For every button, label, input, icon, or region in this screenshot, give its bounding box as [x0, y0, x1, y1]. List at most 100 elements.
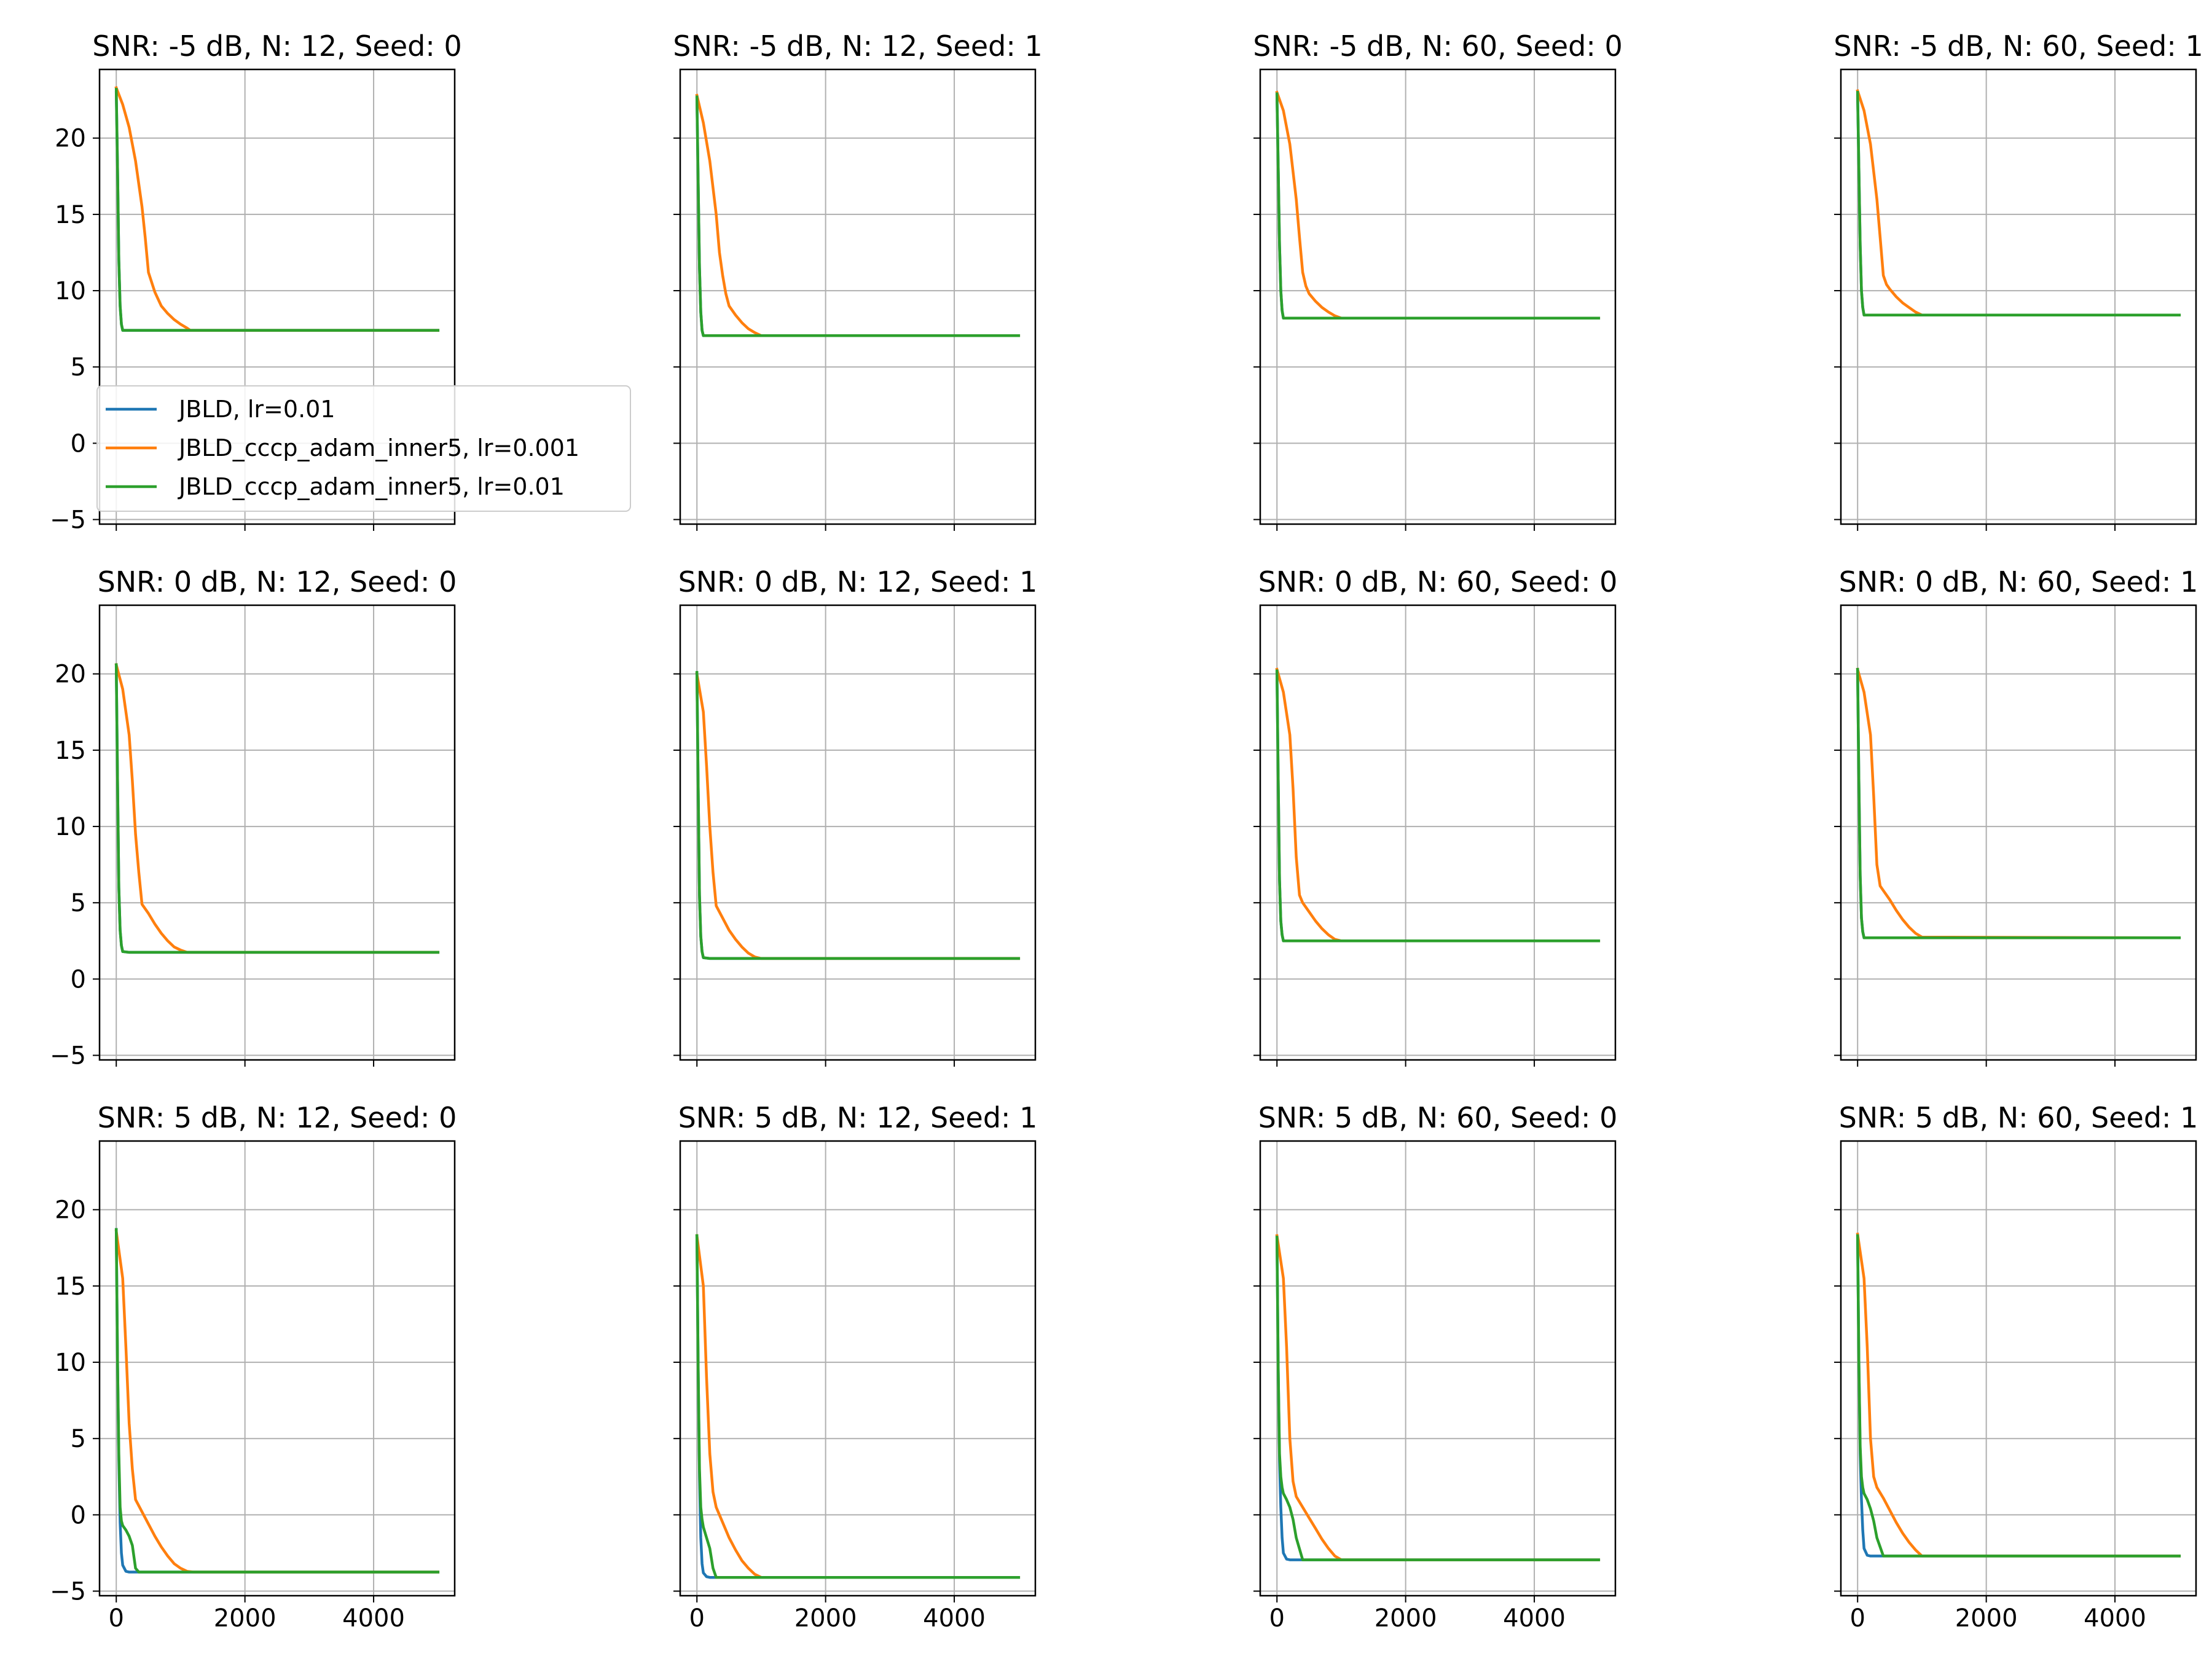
subplot-title: SNR: 5 dB, N: 60, Seed: 1	[1839, 1101, 2198, 1134]
axes-frame	[98, 1140, 456, 1597]
legend-label-1: JBLD, lr=0.01	[178, 396, 335, 423]
series-line-2	[114, 663, 440, 954]
x-tick-label: 4000	[923, 1604, 986, 1633]
subplot-title: SNR: 5 dB, N: 60, Seed: 0	[1258, 1101, 1618, 1134]
axes-frame	[1259, 604, 1617, 1061]
x-tick-label: 0	[108, 1604, 124, 1633]
y-tick-label: 0	[71, 429, 86, 458]
series-line-2	[114, 1229, 440, 1574]
subplot-5: −5 0 5 10 15 20 SNR: 0 dB, N: 12, Seed: 0	[50, 565, 457, 1070]
axes-frame	[98, 68, 456, 525]
axes-frame	[679, 1140, 1037, 1597]
series-line-3	[1856, 668, 2181, 939]
y-tick-label: 0	[71, 965, 86, 994]
series-line-2	[695, 1234, 1021, 1579]
y-tick-label: −5	[50, 1578, 86, 1606]
axes-frame	[1840, 68, 2197, 525]
series-group	[1275, 667, 1601, 943]
subplot-6: SNR: 0 dB, N: 12, Seed: 1	[673, 565, 1037, 1067]
plot-area	[680, 605, 1035, 1060]
plot-area	[680, 1141, 1035, 1596]
series-group	[1275, 90, 1601, 320]
y-tick-label: 10	[55, 813, 86, 841]
y-tick-label: 20	[55, 1196, 86, 1225]
y-tick-label: −5	[50, 1042, 86, 1070]
axes-frame	[1840, 1140, 2197, 1597]
subplot-title: SNR: 0 dB, N: 12, Seed: 0	[98, 565, 457, 598]
series-line-2	[1856, 667, 2181, 939]
subplot-title: SNR: 5 dB, N: 12, Seed: 0	[98, 1101, 457, 1134]
y-tick-label: 10	[55, 1349, 86, 1377]
axes-frame	[1259, 68, 1617, 525]
plot-area	[1260, 69, 1615, 524]
series-line-3	[114, 88, 440, 332]
series-line-3	[695, 671, 1021, 960]
x-tick-label: 0	[1849, 1604, 1865, 1633]
series-group	[1856, 88, 2181, 317]
series-line-2	[1275, 90, 1601, 320]
y-tick-label: 5	[71, 889, 86, 917]
x-tick-label: 2000	[1375, 1604, 1437, 1633]
y-tick-label: 0	[71, 1501, 86, 1529]
axes-frame	[1259, 1140, 1617, 1597]
y-tick-label: −5	[50, 506, 86, 535]
subplot-title: SNR: 0 dB, N: 12, Seed: 1	[678, 565, 1038, 598]
subplot-title: SNR: 5 dB, N: 12, Seed: 1	[678, 1101, 1038, 1134]
y-tick-label: 15	[55, 737, 86, 765]
axes-frame	[679, 604, 1037, 1061]
x-tick-label: 4000	[1503, 1604, 1566, 1633]
y-tick-label: 15	[55, 1273, 86, 1301]
series-line-3	[695, 95, 1021, 337]
series-group	[114, 1228, 440, 1574]
legend: JBLD, lr=0.01 JBLD_cccp_adam_inner5, lr=0…	[96, 385, 631, 512]
plot-area	[1260, 1141, 1615, 1596]
subplot-12: 0 2000 4000 SNR: 5 dB, N: 60, Seed: 1	[1834, 1101, 2198, 1633]
series-group	[1856, 667, 2181, 939]
series-line-2	[1275, 1234, 1601, 1561]
series-line-2	[1856, 1232, 2181, 1558]
y-tick-label: 20	[55, 125, 86, 153]
subplot-title: SNR: -5 dB, N: 60, Seed: 1	[1834, 29, 2203, 63]
subplot-title: SNR: 0 dB, N: 60, Seed: 1	[1839, 565, 2198, 598]
series-line-2	[1856, 88, 2181, 317]
plot-area	[1841, 605, 2196, 1060]
series-line-3	[1275, 669, 1601, 943]
series-line-3	[695, 1234, 1021, 1579]
legend-box	[96, 385, 631, 512]
series-line-2	[114, 85, 440, 332]
series-line-2	[695, 672, 1021, 960]
plot-area	[1841, 1141, 2196, 1596]
plot-area	[680, 69, 1035, 524]
x-tick-label: 2000	[214, 1604, 276, 1633]
plot-area	[100, 1141, 455, 1596]
series-line-3	[1856, 90, 2181, 317]
y-tick-label: 5	[71, 353, 86, 382]
series-line-3	[114, 663, 440, 954]
series-line-3	[1856, 1234, 2181, 1558]
x-tick-label: 4000	[2084, 1604, 2146, 1633]
series-line-3	[1275, 92, 1601, 320]
y-tick-label: 5	[71, 1425, 86, 1453]
legend-label-3: JBLD_cccp_adam_inner5, lr=0.01	[178, 473, 565, 500]
series-group	[1856, 1232, 2181, 1558]
subplot-9: 0 2000 4000 −5 0 5 10 15 20 SNR: 5 dB, N: 12, See…	[50, 1101, 457, 1633]
series-group	[114, 663, 440, 954]
series-group	[695, 1234, 1021, 1579]
plot-area	[1841, 69, 2196, 524]
y-tick-label: 20	[55, 661, 86, 689]
series-line-3	[1275, 1236, 1601, 1561]
series-group	[695, 93, 1021, 337]
subplot-2: SNR: -5 dB, N: 12, Seed: 1	[673, 29, 1043, 531]
subplots: −5 0 5 10 15 20 SNR: -5 dB, N: 12, Seed: 0 SNR:…	[50, 29, 2203, 1633]
axes-frame	[1840, 604, 2197, 1061]
y-tick-label: 10	[55, 277, 86, 305]
subplot-7: SNR: 0 dB, N: 60, Seed: 0	[1253, 565, 1617, 1067]
plot-area	[100, 605, 455, 1060]
x-tick-label: 2000	[794, 1604, 857, 1633]
subplot-title: SNR: 0 dB, N: 60, Seed: 0	[1258, 565, 1618, 598]
subplot-title: SNR: -5 dB, N: 12, Seed: 1	[673, 29, 1042, 63]
series-line-2	[1275, 667, 1601, 943]
subplot-11: 0 2000 4000 SNR: 5 dB, N: 60, Seed: 0	[1253, 1101, 1617, 1633]
x-tick-label: 4000	[342, 1604, 405, 1633]
